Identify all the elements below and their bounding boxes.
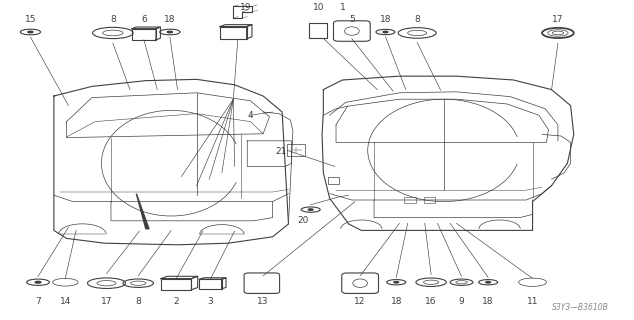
Ellipse shape (35, 281, 41, 283)
Text: 13: 13 (257, 297, 269, 306)
Text: 15: 15 (25, 15, 36, 24)
Text: 18: 18 (380, 15, 391, 24)
Ellipse shape (308, 209, 313, 210)
Text: 17: 17 (552, 15, 564, 24)
Polygon shape (136, 194, 149, 229)
Ellipse shape (394, 282, 399, 283)
Bar (199, 279, 222, 289)
Text: 17: 17 (101, 297, 112, 306)
Text: 18: 18 (391, 297, 402, 306)
Bar (132, 28, 156, 40)
Text: 2: 2 (174, 297, 179, 306)
Text: 16: 16 (425, 297, 437, 306)
Text: 8: 8 (414, 15, 420, 24)
Text: 21: 21 (275, 147, 287, 156)
Text: 5: 5 (349, 15, 355, 24)
Text: 19: 19 (240, 3, 252, 12)
Text: 8: 8 (110, 15, 116, 24)
Bar (287, 144, 305, 156)
Ellipse shape (383, 31, 388, 33)
Bar (161, 278, 191, 290)
Bar (328, 177, 339, 184)
Ellipse shape (167, 31, 172, 33)
Text: 20: 20 (297, 216, 309, 225)
Bar (404, 197, 416, 203)
Text: 4: 4 (248, 111, 253, 120)
Text: 18: 18 (482, 297, 494, 306)
Text: 12: 12 (354, 297, 366, 306)
Text: 1: 1 (339, 3, 346, 12)
Bar (424, 197, 435, 203)
Text: 9: 9 (458, 297, 465, 306)
Text: 10: 10 (313, 3, 325, 12)
Text: 14: 14 (60, 297, 71, 306)
Text: 6: 6 (141, 15, 147, 24)
Bar (309, 23, 327, 37)
Text: 3: 3 (207, 297, 214, 306)
Text: 8: 8 (135, 297, 141, 306)
Ellipse shape (28, 31, 33, 33)
Text: 18: 18 (164, 15, 176, 24)
Ellipse shape (486, 282, 491, 283)
Text: S3Y3—B3610B: S3Y3—B3610B (552, 303, 609, 312)
Bar (220, 27, 247, 39)
Text: 11: 11 (527, 297, 538, 306)
Text: 7: 7 (35, 297, 41, 306)
